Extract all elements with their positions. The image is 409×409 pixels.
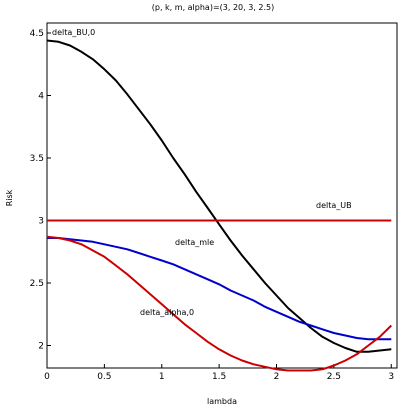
annotation-layer: delta_BU,0 delta_UB delta_mle delta_alpha,0 (52, 28, 352, 317)
y-axis-ticks: 2 2.5 3 3.5 4 4.5 (30, 29, 51, 352)
x-tick-label: 0.5 (97, 372, 111, 382)
series-layer (46, 39, 393, 372)
y-tick-label: 4 (38, 92, 44, 102)
y-tick-label: 2.5 (30, 279, 44, 289)
x-tick-label: 2.5 (327, 372, 341, 382)
chart-title: (p, k, m, alpha)=(3, 20, 3, 2.5) (152, 3, 274, 12)
y-tick-label: 3 (38, 217, 44, 227)
x-axis-ticks: 0 0.5 1 1.5 2 2.5 3 (44, 364, 394, 382)
series-label: delta_mle (175, 238, 214, 247)
x-tick-label: 3 (388, 372, 394, 382)
series-label: delta_BU,0 (52, 28, 95, 37)
x-tick-label: 1 (159, 372, 165, 382)
series-label: delta_alpha,0 (140, 308, 194, 317)
plot-frame (46, 22, 398, 369)
series-line-delta-mle (47, 237, 392, 341)
y-axis-title: Risk (5, 189, 14, 206)
x-tick-label: 1.5 (212, 372, 226, 382)
y-tick-label: 3.5 (30, 154, 44, 164)
x-axis-title: lambda (207, 397, 237, 406)
series-label: delta_UB (316, 201, 352, 210)
series-line-delta-bu-0 (46, 39, 392, 353)
y-tick-label: 4.5 (30, 29, 44, 39)
y-tick-label: 2 (38, 342, 44, 352)
series-line-delta-alpha-0 (46, 235, 393, 372)
x-tick-label: 2 (274, 372, 280, 382)
x-tick-label: 0 (44, 372, 50, 382)
